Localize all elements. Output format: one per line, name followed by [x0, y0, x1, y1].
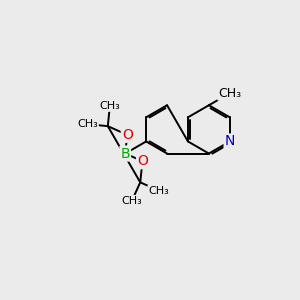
Text: O: O [137, 154, 148, 168]
Text: N: N [225, 134, 235, 148]
Text: CH₃: CH₃ [122, 196, 142, 206]
Text: B: B [120, 146, 130, 161]
Text: CH₃: CH₃ [218, 87, 242, 100]
Text: CH₃: CH₃ [100, 101, 120, 111]
Text: CH₃: CH₃ [77, 119, 98, 129]
Text: O: O [122, 128, 133, 142]
Text: CH₃: CH₃ [148, 186, 169, 196]
